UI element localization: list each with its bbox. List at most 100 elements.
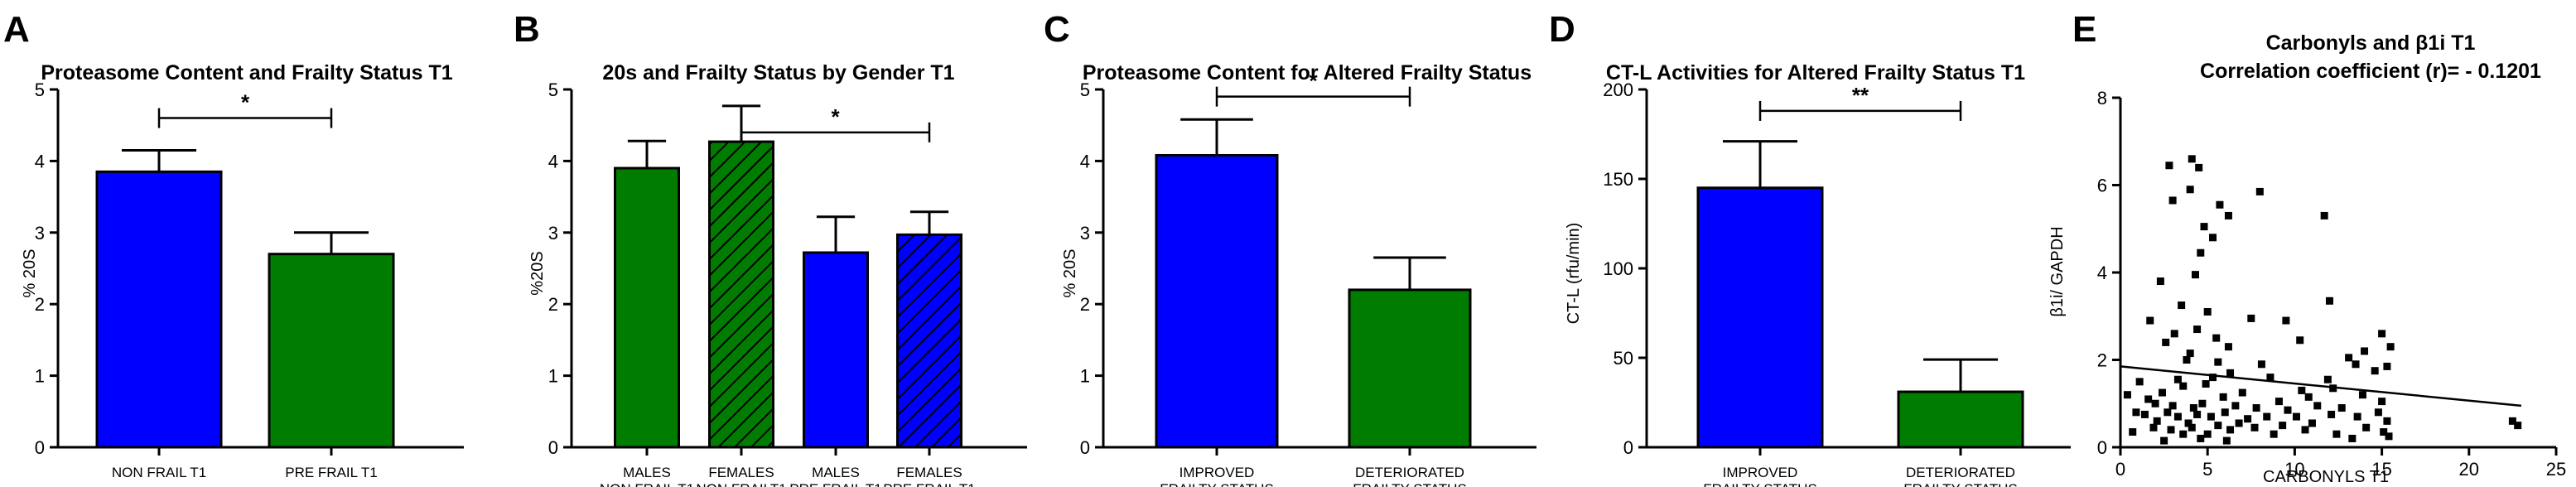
panel-e-y-tick-label: 8	[2097, 88, 2107, 108]
panel-e-data-point	[2183, 356, 2191, 364]
panel-e-data-point	[2188, 155, 2196, 163]
panel-e-x-tick-label: 20	[2459, 459, 2479, 480]
panel-e-x-tick-label: 15	[2371, 459, 2391, 480]
panel-e-data-point	[2284, 406, 2292, 414]
panel-e-y-axis-label: β1i/ GAPDH	[2048, 226, 2067, 316]
panel-e-regression-line	[2120, 365, 2522, 407]
panel-e-data-point	[2203, 307, 2212, 316]
panel-e-data-point	[2222, 436, 2231, 445]
panel-e-data-point	[2235, 419, 2243, 427]
panel-e-data-point	[2304, 393, 2313, 401]
panel-b-plot: 012345MALESNON FRAIL T1FEMALESNON FRAILT…	[548, 80, 1027, 487]
panel-e-data-point	[2296, 336, 2304, 345]
panel-b-category-label: FEMALES	[708, 465, 774, 480]
panel-e-x-tick-label: 5	[2202, 459, 2212, 480]
panel-e-data-point	[2345, 354, 2353, 362]
panel-e: E Carbonyls and β1i T1 Correlation coeff…	[2048, 9, 2566, 486]
panel-e-data-point	[2184, 419, 2192, 427]
panel-e-data-point	[2186, 186, 2194, 194]
panel-c-bar	[1348, 288, 1472, 449]
panel-e-data-point	[2203, 430, 2212, 438]
panel-e-data-point	[2226, 426, 2235, 434]
panel-e-data-point	[2189, 404, 2197, 412]
panel-d-category-label: DETERIORATED	[1906, 465, 2015, 480]
panel-e-data-point	[2173, 375, 2182, 383]
panel-d-category-label: IMPROVED	[1723, 465, 1798, 480]
panel-e-data-point	[2325, 297, 2333, 305]
panel-e-data-point	[2362, 423, 2371, 432]
panel-d-category-label: FRAILTY STATUS	[1903, 481, 2018, 487]
panel-d-plot: 050100150200IMPROVEDFRAILTY STATUSDETERI…	[1603, 80, 2071, 487]
panel-e-data-point	[2332, 430, 2341, 438]
panel-e-y-tick-label: 2	[2097, 350, 2107, 371]
panel-e-data-point	[2263, 412, 2271, 421]
panel-e-data-point	[2140, 410, 2149, 418]
panel-b-bar	[708, 140, 774, 449]
panel-d-title: CT-L Activities for Altered Frailty Stat…	[1606, 61, 2025, 84]
panel-e-data-point	[2167, 426, 2175, 434]
panel-e-data-point	[2293, 412, 2301, 421]
panel-b-y-tick-label: 0	[548, 437, 558, 458]
panel-e-data-point	[2132, 408, 2140, 417]
panel-e-x-tick-label: 25	[2546, 459, 2566, 480]
panel-e-data-point	[2231, 402, 2240, 410]
panel-e-data-point	[2144, 395, 2153, 403]
panel-e-data-point	[2216, 200, 2224, 209]
panel-c-category-label: FRAILTY STATUS	[1160, 481, 1274, 487]
panel-e-data-point	[2164, 408, 2172, 417]
panel-e-data-point	[2156, 277, 2164, 286]
panel-c-significance-label: *	[1309, 69, 1318, 94]
panel-letter-c: C	[1044, 9, 1070, 50]
panel-a-y-tick-label: 2	[35, 294, 45, 315]
panel-e-data-point	[2308, 419, 2316, 427]
panel-b-y-tick-label: 4	[548, 151, 558, 171]
panel-e-data-point	[2149, 423, 2158, 432]
panel-letter-d: D	[1549, 9, 1575, 50]
panel-d-y-tick-label: 150	[1603, 169, 1633, 190]
panel-e-data-point	[2151, 399, 2159, 407]
panel-e-data-point	[2212, 334, 2221, 342]
panel-e-data-point	[2247, 314, 2255, 322]
panel-c-y-tick-label: 0	[1080, 437, 1090, 458]
panel-a-y-tick-label: 5	[35, 80, 45, 100]
panel-e-data-point	[2207, 412, 2215, 421]
panel-b-category-label: MALES	[812, 465, 860, 480]
panel-e-data-point	[2160, 436, 2168, 445]
panel-e-data-point	[2146, 316, 2154, 325]
panel-c-y-tick-label: 2	[1080, 294, 1090, 315]
panel-e-data-point	[2358, 391, 2366, 399]
panel-b-y-tick-label: 2	[548, 294, 558, 315]
panel-e-data-point	[2191, 271, 2199, 279]
panel-a-title: Proteasome Content and Frailty Status T1	[41, 61, 452, 84]
panel-a-significance-label: *	[241, 90, 250, 115]
panel-c-category-label: FRAILTY STATUS	[1353, 481, 1467, 487]
panel-a-category-label: PRE FRAIL T1	[285, 465, 377, 480]
panel-e-data-point	[2179, 382, 2188, 390]
panel-e-data-point	[2188, 423, 2196, 432]
panel-b-y-tick-label: 1	[548, 366, 558, 387]
panel-b-title: 20s and Frailty Status by Gender T1	[602, 61, 954, 84]
panel-c-title: Proteasome Content for Altered Frailty S…	[1083, 61, 1532, 84]
panel-d-y-tick-label: 200	[1603, 80, 1633, 100]
panel-e-y-tick-label: 0	[2097, 437, 2107, 458]
panel-letter-e: E	[2072, 9, 2096, 50]
panel-e-data-point	[2255, 187, 2264, 195]
panel-e-data-point	[2279, 422, 2287, 430]
panel-e-data-point	[2224, 211, 2232, 219]
panel-d-significance-label: **	[1852, 83, 1869, 108]
panel-e-x-tick-label: 10	[2284, 459, 2304, 480]
panel-b-y-tick-label: 3	[548, 223, 558, 244]
panel-e-data-point	[2380, 428, 2388, 436]
panel-e-data-point	[2193, 410, 2202, 418]
panel-e-data-point	[2224, 343, 2232, 351]
panel-e-data-point	[2214, 358, 2222, 366]
panel-e-data-point	[2252, 404, 2260, 412]
panel-c-y-axis-label: % 20S	[1061, 249, 1079, 298]
panel-e-data-point	[2238, 388, 2246, 397]
panel-e-data-point	[2275, 398, 2283, 406]
panel-e-data-point	[2378, 398, 2386, 406]
panel-e-data-point	[2209, 234, 2217, 242]
panel-e-data-point	[2383, 362, 2391, 370]
panel-e-data-point	[2353, 412, 2361, 421]
panel-c: C Proteasome Content for Altered Frailty…	[1044, 9, 1536, 487]
